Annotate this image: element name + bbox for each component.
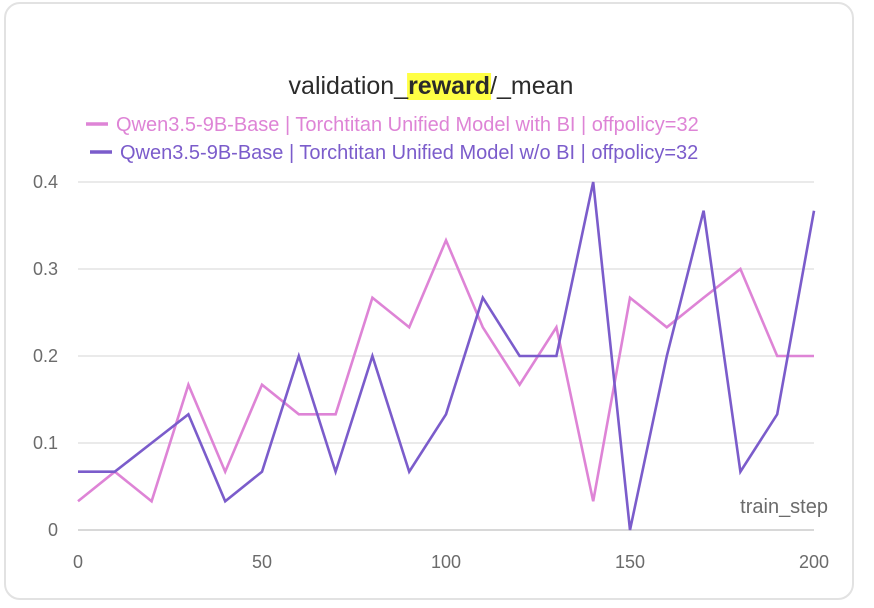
x-tick-labels: 0 50 100 150 200 [73, 552, 829, 572]
x-tick-label: 50 [252, 552, 272, 572]
y-tick-labels: 0 0.1 0.2 0.3 0.4 [33, 172, 58, 540]
y-tick-label: 0.3 [33, 259, 58, 279]
legend[interactable]: Qwen3.5-9B-Base | Torchtitan Unified Mod… [86, 114, 699, 164]
x-tick-label: 0 [73, 552, 83, 572]
chart-panel [4, 2, 854, 600]
legend-label-with-bi: Qwen3.5-9B-Base | Torchtitan Unified Mod… [116, 114, 699, 136]
title-highlight-text: reward [408, 72, 490, 100]
title-prefix: validation_ [289, 72, 410, 100]
x-tick-label: 200 [799, 552, 829, 572]
x-tick-label: 100 [431, 552, 461, 572]
title-suffix: /_mean [490, 72, 573, 100]
y-tick-label: 0.2 [33, 346, 58, 366]
chart-title: validation_reward/_mean [289, 72, 574, 100]
grid [78, 181, 814, 531]
series-lines[interactable] [77, 181, 816, 531]
title-highlight [407, 73, 492, 100]
y-tick-label: 0 [48, 520, 58, 540]
legend-label-without-bi: Qwen3.5-9B-Base | Torchtitan Unified Mod… [120, 142, 698, 164]
y-tick-label: 0.1 [33, 433, 58, 453]
series-line-with-bi[interactable] [77, 236, 814, 504]
y-tick-label: 0.4 [33, 172, 58, 192]
x-axis-label: train_step [740, 496, 828, 518]
series-line-without-bi[interactable] [78, 181, 816, 531]
x-tick-label: 150 [615, 552, 645, 572]
